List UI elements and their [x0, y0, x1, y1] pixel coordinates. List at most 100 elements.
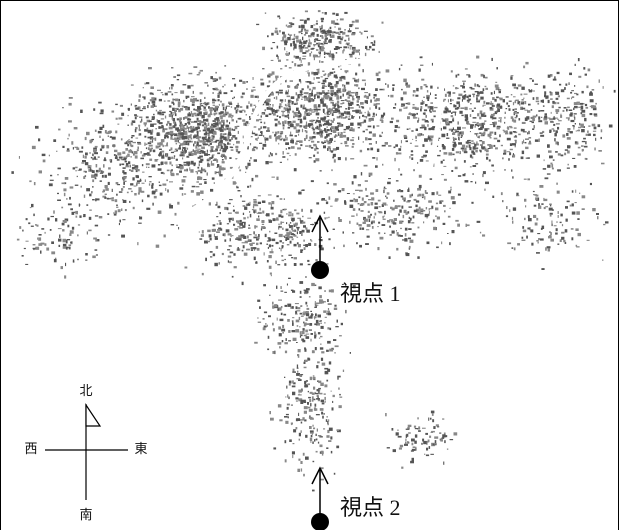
building — [357, 223, 359, 225]
building — [185, 267, 188, 269]
building — [603, 86, 604, 89]
building — [552, 128, 555, 129]
building — [75, 185, 79, 186]
building — [543, 105, 545, 106]
building — [511, 169, 512, 171]
building — [271, 245, 273, 247]
building — [403, 215, 405, 218]
building — [592, 89, 595, 90]
building — [296, 36, 299, 38]
building — [444, 152, 448, 155]
building — [304, 411, 307, 414]
building — [366, 49, 370, 50]
building — [272, 249, 273, 252]
building — [413, 90, 416, 93]
building — [434, 116, 436, 118]
building — [306, 336, 310, 339]
building — [352, 21, 355, 23]
building — [171, 224, 175, 225]
building — [388, 145, 391, 147]
building — [169, 114, 172, 117]
building — [327, 182, 329, 184]
building — [348, 43, 350, 44]
building — [240, 195, 242, 197]
building — [389, 256, 391, 259]
building — [295, 397, 298, 399]
building — [199, 177, 202, 180]
building — [548, 100, 550, 103]
building — [464, 148, 467, 152]
building — [519, 103, 521, 106]
building — [412, 443, 414, 446]
building — [335, 26, 336, 28]
building — [529, 90, 532, 93]
building — [310, 339, 311, 342]
building — [512, 176, 513, 178]
building — [134, 151, 138, 154]
building — [299, 57, 301, 60]
building — [365, 46, 367, 49]
building — [428, 106, 430, 109]
building — [524, 101, 526, 104]
building — [246, 249, 250, 251]
building — [200, 70, 203, 72]
building — [196, 137, 200, 139]
building — [287, 284, 288, 286]
building — [178, 227, 179, 229]
building — [316, 434, 317, 436]
building — [328, 82, 331, 84]
building — [125, 148, 128, 151]
building — [576, 131, 578, 132]
building — [314, 148, 316, 151]
building — [467, 96, 469, 98]
building — [557, 191, 560, 194]
building — [299, 140, 303, 143]
building — [148, 67, 152, 69]
building — [183, 125, 185, 126]
building — [290, 132, 291, 135]
building — [521, 87, 524, 90]
building — [219, 112, 222, 114]
building — [308, 140, 310, 141]
building — [270, 152, 271, 154]
building — [129, 169, 131, 170]
building — [551, 221, 552, 224]
building — [145, 179, 146, 182]
building — [106, 151, 109, 154]
building — [300, 20, 304, 21]
building — [315, 301, 316, 303]
building — [378, 200, 381, 202]
building — [297, 98, 299, 101]
building — [243, 213, 244, 215]
building — [419, 175, 422, 178]
building — [225, 115, 226, 117]
building — [84, 195, 85, 198]
building — [326, 447, 328, 449]
building — [538, 116, 540, 119]
building — [103, 164, 104, 167]
building — [236, 105, 239, 108]
building — [284, 47, 285, 50]
building — [163, 173, 165, 175]
building — [278, 143, 279, 145]
building — [593, 134, 596, 136]
building — [309, 53, 311, 57]
building — [303, 41, 307, 45]
building — [417, 188, 421, 191]
building — [370, 100, 372, 103]
building — [322, 25, 323, 28]
building — [222, 253, 224, 255]
building — [456, 75, 458, 78]
building — [553, 130, 555, 132]
building — [222, 156, 223, 158]
building — [208, 134, 210, 137]
building — [304, 97, 307, 98]
building — [179, 119, 181, 122]
building — [478, 86, 480, 88]
building — [194, 164, 196, 167]
building — [280, 286, 281, 289]
building — [277, 318, 278, 321]
building — [535, 139, 538, 142]
building — [301, 305, 303, 306]
building — [365, 243, 369, 245]
